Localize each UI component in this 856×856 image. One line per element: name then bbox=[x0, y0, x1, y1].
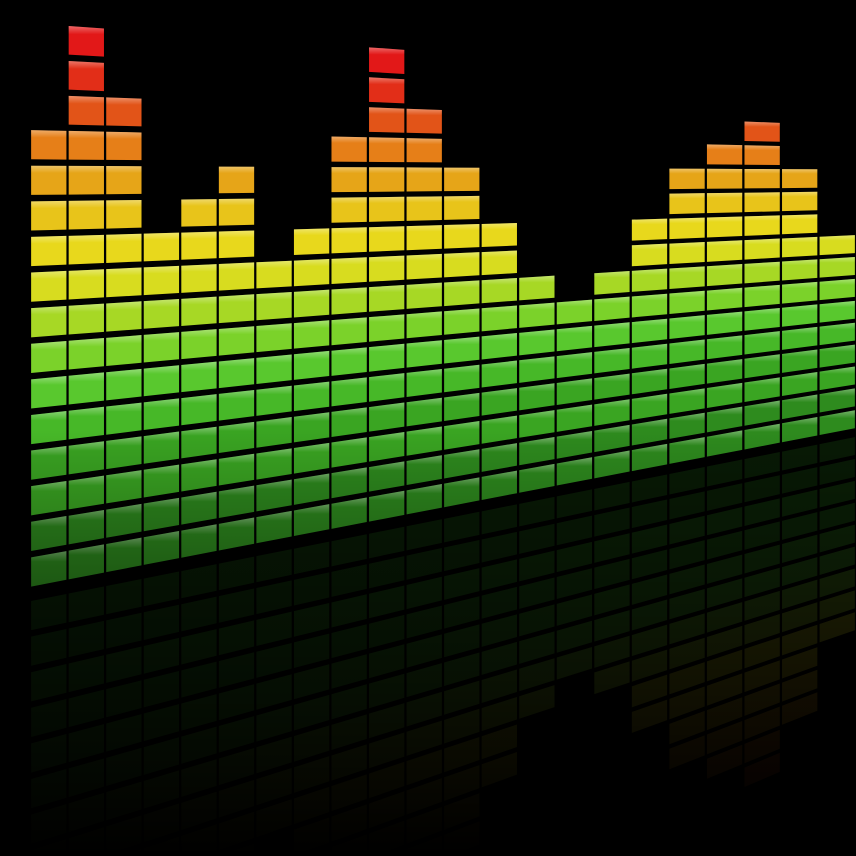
eq-segment-gloss bbox=[744, 145, 779, 154]
eq-segment-gloss bbox=[407, 225, 442, 237]
eq-segment-gloss bbox=[31, 271, 66, 286]
eq-segment-gloss bbox=[369, 167, 404, 178]
eq-segment-gloss bbox=[256, 261, 291, 274]
eq-segment-gloss bbox=[181, 199, 216, 212]
eq-segment-gloss bbox=[144, 299, 179, 314]
eq-segment-gloss bbox=[744, 239, 779, 249]
eq-segment-gloss bbox=[744, 121, 779, 131]
eq-segment-gloss bbox=[707, 216, 742, 226]
eq-segment-gloss bbox=[144, 233, 179, 246]
eq-segment-gloss bbox=[219, 262, 254, 276]
eq-segment-gloss bbox=[69, 96, 104, 110]
eq-segment-gloss bbox=[369, 107, 404, 119]
eq-segment-gloss bbox=[632, 244, 667, 255]
eq-segment-gloss bbox=[744, 215, 779, 225]
eq-segment-gloss bbox=[181, 232, 216, 245]
eq-segment-gloss bbox=[669, 218, 704, 228]
eq-segment-gloss bbox=[31, 166, 66, 179]
eq-segment-gloss bbox=[106, 268, 141, 282]
eq-segment-gloss bbox=[407, 167, 442, 178]
eq-segment-gloss bbox=[782, 169, 817, 178]
eq-segment-gloss bbox=[444, 196, 479, 207]
eq-segment-gloss bbox=[744, 192, 779, 201]
reflection-fade-overlay bbox=[0, 430, 856, 856]
equalizer-visualization bbox=[0, 0, 856, 856]
eq-segment-gloss bbox=[482, 223, 517, 234]
eq-segment-gloss bbox=[369, 137, 404, 149]
eq-segment-gloss bbox=[294, 228, 329, 241]
eq-segment-gloss bbox=[482, 250, 517, 262]
eq-segment-gloss bbox=[31, 201, 66, 215]
eq-segment-gloss bbox=[669, 169, 704, 178]
eq-segment-gloss bbox=[707, 240, 742, 251]
eq-segment-gloss bbox=[782, 214, 817, 224]
eq-segment-gloss bbox=[256, 292, 291, 306]
eq-segment-gloss bbox=[707, 169, 742, 178]
eq-segment-gloss bbox=[69, 304, 104, 319]
eq-segment-gloss bbox=[369, 197, 404, 208]
eq-segment-gloss bbox=[331, 227, 366, 239]
eq-segment-gloss bbox=[294, 259, 329, 272]
eq-segment-gloss bbox=[444, 252, 479, 264]
eq-segment-gloss bbox=[106, 200, 141, 213]
eq-segment-gloss bbox=[219, 167, 254, 179]
eq-segment-gloss bbox=[407, 196, 442, 207]
eq-segment-gloss bbox=[444, 224, 479, 236]
eq-segment-gloss bbox=[669, 242, 704, 253]
eq-segment-gloss bbox=[369, 47, 404, 60]
eq-segment-gloss bbox=[782, 192, 817, 201]
eq-segment-gloss bbox=[632, 219, 667, 229]
eq-segment-gloss bbox=[407, 254, 442, 266]
eq-segment-gloss bbox=[106, 97, 141, 111]
eq-segment-gloss bbox=[181, 297, 216, 311]
eq-segment-gloss bbox=[669, 193, 704, 203]
eq-segment-gloss bbox=[369, 77, 404, 90]
eq-segment-gloss bbox=[106, 166, 141, 179]
eq-segment-gloss bbox=[219, 231, 254, 244]
eq-segment-gloss bbox=[69, 269, 104, 284]
eq-segment-gloss bbox=[106, 234, 141, 248]
eq-segment-gloss bbox=[331, 136, 366, 148]
eq-segment-gloss bbox=[407, 138, 442, 149]
eq-segment-gloss bbox=[144, 266, 179, 280]
eq-segment-gloss bbox=[707, 193, 742, 202]
eq-segment-gloss bbox=[294, 290, 329, 304]
eq-segment-gloss bbox=[69, 131, 104, 144]
eq-segment-gloss bbox=[331, 167, 366, 178]
eq-segment-gloss bbox=[331, 197, 366, 209]
eq-segment-gloss bbox=[369, 226, 404, 238]
eq-segment-gloss bbox=[219, 294, 254, 308]
eq-segment-gloss bbox=[219, 199, 254, 211]
eq-segment-gloss bbox=[69, 235, 104, 249]
eq-segment-gloss bbox=[69, 61, 104, 76]
eq-segment-gloss bbox=[744, 169, 779, 178]
eq-segment-gloss bbox=[106, 132, 141, 145]
eq-segment-gloss bbox=[444, 168, 479, 179]
eq-segment-gloss bbox=[31, 130, 66, 144]
eq-segment-gloss bbox=[69, 26, 104, 41]
eq-segment-gloss bbox=[69, 200, 104, 213]
eq-segment-gloss bbox=[106, 301, 141, 316]
eq-segment-gloss bbox=[69, 166, 104, 179]
eq-segment-gloss bbox=[407, 109, 442, 121]
eq-segment-gloss bbox=[31, 236, 66, 250]
eq-segment-gloss bbox=[331, 257, 366, 270]
eq-segment-gloss bbox=[181, 264, 216, 278]
eq-segment-gloss bbox=[31, 306, 66, 321]
eq-segment-gloss bbox=[707, 144, 742, 154]
eq-segment-gloss bbox=[369, 256, 404, 269]
